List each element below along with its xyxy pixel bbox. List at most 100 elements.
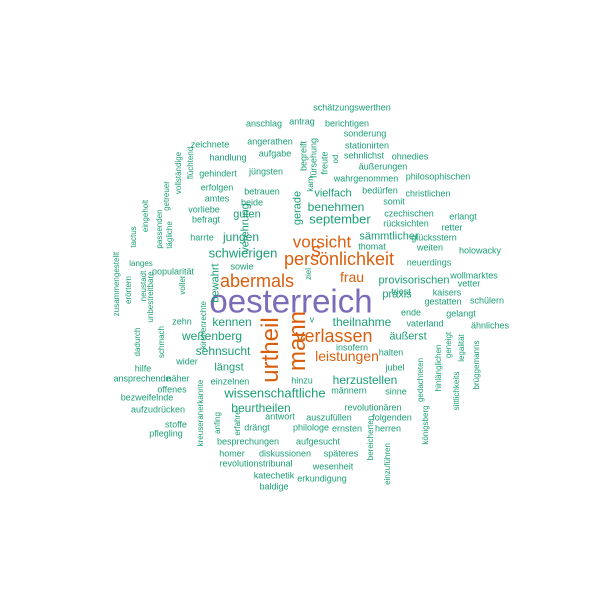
cloud-word: herzustellen <box>332 373 398 387</box>
cloud-word: kennen <box>212 315 252 329</box>
cloud-word: tägliche <box>165 221 174 249</box>
cloud-word: späteres <box>323 448 359 459</box>
cloud-word: antrag <box>289 116 315 127</box>
cloud-word: gelangt <box>446 308 476 319</box>
cloud-word: kaisers <box>432 287 462 298</box>
cloud-word: folgenden <box>372 412 412 423</box>
cloud-word: kam <box>306 176 315 192</box>
cloud-word: antwort <box>265 411 295 422</box>
cloud-word: popularität <box>151 266 195 277</box>
cloud-word: betrauen <box>244 186 280 197</box>
cloud-word: vorliebe <box>188 204 220 215</box>
cloud-word: drängt <box>244 422 270 433</box>
cloud-word: ende <box>400 307 422 318</box>
cloud-word: erlangt <box>449 211 477 222</box>
cloud-word: september <box>309 211 371 227</box>
cloud-word: gerade <box>291 190 304 226</box>
cloud-word: wahrgenommen <box>333 173 399 184</box>
cloud-word: näher <box>166 373 190 384</box>
cloud-word: ziel <box>304 267 313 281</box>
cloud-word: stationirten <box>344 140 390 151</box>
cloud-word: neuerdings <box>406 257 452 268</box>
cloud-word: auszufüllen <box>306 412 352 423</box>
cloud-word: harrte <box>190 232 214 243</box>
cloud-word: abermals <box>219 271 295 291</box>
cloud-word: dadurch <box>133 327 142 357</box>
cloud-word: retter <box>441 222 463 233</box>
cloud-word: halten <box>378 347 404 358</box>
cloud-word: bedürfen <box>362 185 398 196</box>
cloud-word: hinzu <box>291 375 313 386</box>
cloud-word: eingeholt <box>141 199 150 233</box>
cloud-word: einzelnen <box>210 376 250 387</box>
cloud-word: gedachteten <box>416 357 425 403</box>
cloud-word: stoffe <box>165 419 187 430</box>
cloud-word: v <box>309 314 315 325</box>
cloud-word: aufgabe <box>258 148 292 159</box>
cloud-word: voller <box>178 275 187 295</box>
cloud-word: erörtern <box>124 275 133 305</box>
cloud-word: erkundigung <box>297 473 347 484</box>
cloud-word: langes <box>129 259 153 268</box>
cloud-word: thomat <box>358 241 386 252</box>
cloud-word: befragt <box>191 214 221 225</box>
cloud-word: zeichnete <box>190 139 230 150</box>
cloud-word: beide <box>240 197 264 208</box>
cloud-word: geneigt <box>444 331 453 359</box>
cloud-word: legalität <box>457 334 466 362</box>
cloud-word: vorsicht <box>292 232 352 252</box>
cloud-word: vollständige <box>174 151 183 195</box>
cloud-word: jüngsten <box>248 166 284 177</box>
cloud-word: hinlänglichen <box>434 344 443 392</box>
cloud-word: triest <box>391 286 411 297</box>
cloud-word: sämmtlicher <box>359 230 419 243</box>
cloud-word: wissenschaftliche <box>224 385 326 401</box>
cloud-word: begreift <box>298 140 309 172</box>
cloud-word: anfing <box>213 412 222 434</box>
cloud-word: ohnedies <box>391 151 429 162</box>
cloud-word: benehmen <box>307 200 365 214</box>
cloud-word: homer <box>219 448 245 459</box>
cloud-word: persönlichkeit <box>283 249 395 269</box>
cloud-word: wesenheit <box>312 461 354 472</box>
cloud-word: ernsten <box>331 423 363 434</box>
cloud-word: oesterreich <box>209 282 373 320</box>
cloud-word: pflegling <box>149 428 183 439</box>
cloud-word: katechetik <box>253 470 295 481</box>
cloud-word: schmach <box>157 325 166 359</box>
cloud-word: besprechungen <box>216 436 280 447</box>
cloud-word: frau <box>339 269 365 285</box>
cloud-word: berichtigen <box>324 118 370 129</box>
cloud-word: praxis <box>382 288 412 301</box>
cloud-word: sehnsucht <box>195 344 251 358</box>
cloud-word: sowie <box>230 261 254 272</box>
cloud-word: vetter <box>457 278 481 289</box>
cloud-word: sinne <box>385 386 407 397</box>
cloud-word: baldige <box>259 481 289 492</box>
cloud-word: längst <box>214 361 244 374</box>
cloud-word: wider <box>176 356 198 367</box>
cloud-word: königsberg <box>421 405 430 445</box>
cloud-word: erfolgen <box>200 182 234 193</box>
cloud-word: gehindert <box>199 168 237 179</box>
cloud-word: äußerst <box>389 330 427 343</box>
cloud-word: ansprechende <box>113 373 171 384</box>
cloud-word: od <box>331 154 340 164</box>
cloud-word: gestatten <box>424 296 462 307</box>
cloud-word: beurtheilen <box>231 401 291 415</box>
cloud-word: bereicherten <box>366 415 375 461</box>
cloud-word: unbestreitbare <box>146 271 155 323</box>
cloud-word: fürsehung <box>308 137 319 179</box>
cloud-word: jubel <box>385 362 405 373</box>
cloud-word: kirchenrechte <box>199 300 208 350</box>
cloud-word: anschlag <box>245 118 283 129</box>
cloud-word: verlassen <box>295 326 373 346</box>
cloud-word: hilfe <box>134 363 152 374</box>
cloud-word: s <box>311 240 321 262</box>
cloud-word: sonderung <box>343 128 387 139</box>
cloud-word: sehnlichst <box>343 150 385 161</box>
cloud-word: zusammengestellt <box>112 251 121 317</box>
cloud-word: äußerungen <box>358 161 408 172</box>
cloud-word: schwierigen <box>208 245 278 261</box>
